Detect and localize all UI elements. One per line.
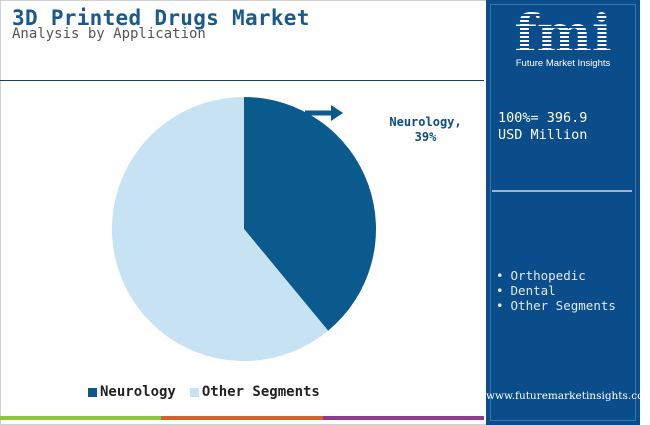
pie-chart: [111, 97, 376, 361]
callout-arrow-icon: [305, 105, 343, 121]
total-percent-value: 100%= 396.9: [498, 110, 588, 126]
panel-divider: [492, 190, 632, 192]
logo-caption: Future Market Insights: [515, 58, 611, 69]
pie-callout-label: Neurology, 39%: [378, 115, 473, 145]
bottom-bar-segment: [161, 416, 323, 420]
chart-legend: Neurology Other Segments: [88, 384, 320, 400]
chart-title: 3D Printed Drugs Market: [12, 6, 310, 30]
list-item: Other Segments: [496, 298, 616, 313]
legend-item-neurology: Neurology: [88, 384, 176, 400]
legend-swatch: [189, 387, 199, 397]
pie-slice-neurology: [244, 97, 376, 331]
bottom-bar-segment: [322, 416, 484, 420]
panel-border: [490, 4, 636, 421]
legend-label: Other Segments: [201, 384, 320, 400]
website-url: www.futuremarketinsights.com: [486, 390, 650, 402]
list-item: Dental: [496, 283, 616, 298]
right-margin: [640, 0, 650, 425]
fmi-logo: fmi Future Market Insights: [486, 8, 640, 69]
pie-slices: [111, 97, 376, 361]
title-divider: [0, 80, 484, 81]
callout-category: Neurology,: [389, 115, 462, 129]
bottom-color-bar: [0, 416, 484, 420]
total-unit: USD Million: [498, 127, 588, 143]
legend-swatch: [88, 387, 97, 397]
chart-subtitle: Analysis by Application: [12, 26, 206, 42]
legend-item-other-segments: Other Segments: [189, 384, 320, 400]
legend-label: Neurology: [100, 384, 176, 400]
pie-slice-other-segments: [111, 97, 329, 361]
bottom-bar-segment: [0, 416, 162, 420]
list-item: Orthopedic: [496, 268, 616, 283]
market-total: 100%= 396.9 USD Million: [498, 110, 633, 144]
summary-panel: fmi Future Market Insights 100%= 396.9 U…: [486, 0, 650, 425]
fmi-logo-icon: fmi: [514, 8, 611, 56]
callout-value: 39%: [414, 130, 437, 144]
other-segments-list: Orthopedic Dental Other Segments: [496, 268, 616, 313]
svg-text:fmi: fmi: [514, 8, 611, 56]
